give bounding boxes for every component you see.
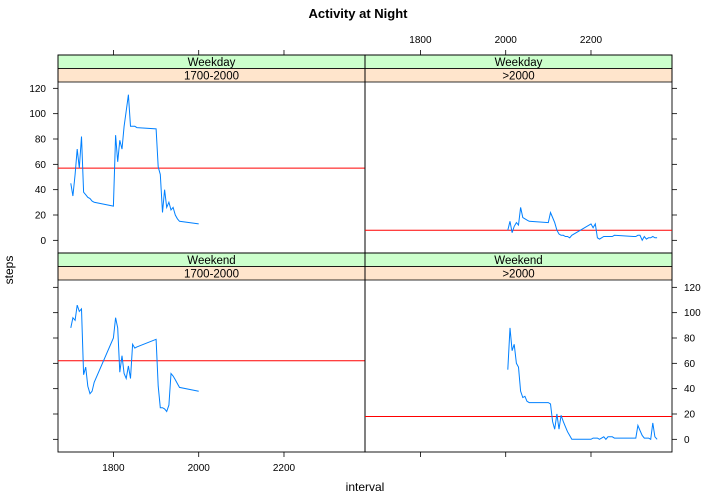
- panel: Weekday >2000 1800 2000 2200: [364, 35, 677, 254]
- y-tick-label: 80: [684, 334, 696, 345]
- y-tick-label: 20: [684, 410, 696, 421]
- x-tick-label: 1800: [102, 463, 125, 474]
- y-tick-label: 60: [684, 359, 696, 370]
- y-tick-label: 100: [29, 109, 46, 120]
- x-tick-label: 1800: [409, 35, 432, 46]
- x-tick-label: 2200: [580, 35, 603, 46]
- x-tick-label: 2200: [273, 463, 296, 474]
- y-tick-label: 20: [35, 211, 47, 222]
- strip-day-label: Weekend: [494, 255, 542, 267]
- series-line: [507, 327, 658, 441]
- strip-period-label: >2000: [502, 269, 534, 281]
- x-axis-label: interval: [346, 480, 385, 494]
- y-axis-label: steps: [2, 256, 16, 285]
- series-line: [70, 94, 199, 225]
- strip-period-label: 1700-2000: [184, 269, 239, 281]
- x-tick-label: 2000: [188, 463, 211, 474]
- y-tick-label: 40: [35, 185, 47, 196]
- strip-day-label: Weekend: [187, 255, 235, 267]
- strip-period-label: >2000: [502, 71, 534, 83]
- strip-day-label: Weekday: [188, 57, 236, 69]
- y-tick-label: 60: [35, 160, 47, 171]
- panel-frame: [57, 252, 366, 453]
- y-tick-label: 120: [684, 283, 701, 294]
- series-line: [70, 304, 199, 413]
- strip-day-label: Weekday: [495, 57, 543, 69]
- series-line: [507, 207, 658, 242]
- panel: Weekend 1700-2000 1800 2000 2200: [53, 252, 366, 474]
- y-tick-label: 80: [35, 135, 47, 146]
- x-tick-label: 2000: [495, 35, 518, 46]
- y-tick-label: 0: [40, 236, 46, 247]
- panels: Weekday 1700-2000 0 20 40 60 80 100 120 Weekday >2…: [29, 35, 701, 474]
- panel: Weekend >2000 0 20 40 60 80 100 120: [364, 252, 701, 457]
- panel: Weekday 1700-2000 0 20 40 60 80 100 120: [29, 50, 366, 254]
- y-tick-label: 120: [29, 84, 46, 95]
- y-tick-label: 40: [684, 384, 696, 395]
- strip-period-label: 1700-2000: [184, 71, 239, 83]
- y-tick-label: 0: [684, 435, 690, 446]
- chart-title: Activity at Night: [309, 6, 409, 21]
- y-tick-label: 100: [684, 308, 701, 319]
- panel-frame: [364, 252, 673, 453]
- panel-frame: [57, 54, 366, 254]
